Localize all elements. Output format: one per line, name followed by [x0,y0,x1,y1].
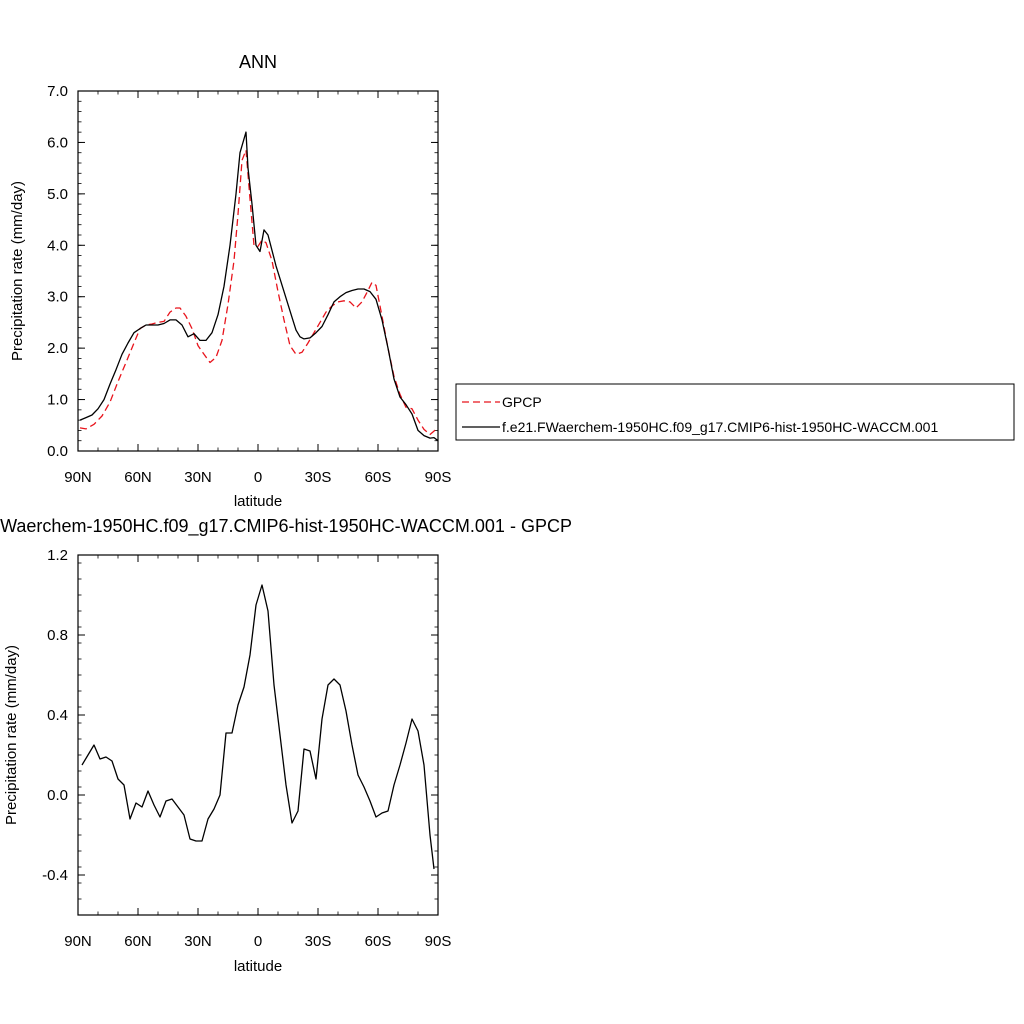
y-tick-label: 6.0 [47,134,68,151]
y-tick-label: 0.0 [47,787,68,804]
chart-panel-2: 90N 60N 30N 0 30S 60S 90S -0.4 0.0 0.4 0.8 1.2 f.e21… [0,516,572,975]
legend: GPCP f.e21.FWaerchem-1950HC.f09_g17.CMIP6… [455,383,1015,441]
y-axis-label: Precipitation rate (mm/day) [3,645,20,825]
x-tick-label: 60S [365,933,392,950]
legend-label-2: f.e21.FWaerchem-1950HC.f09_g17.CMIP6-his… [502,419,938,435]
y-tick-label: 3.0 [47,289,68,306]
x-axis-label: latitude [234,493,282,510]
y-tick-label: 7.0 [47,83,68,100]
x-tick-label: 30S [305,469,332,486]
x-tick-label: 90N [64,469,92,486]
chart-panel-1: 90N 60N 30N 0 30S 60S 90S 0.0 1.0 2.0 3.0 4.0 5.0 6.0… [9,52,451,510]
x-tick-label: 30N [184,469,212,486]
y-tick-label: 1.2 [47,547,68,564]
y-tick-label: 5.0 [47,186,68,203]
y-tick-label: 1.0 [47,392,68,409]
x-tick-label: 0 [254,469,262,486]
x-tick-label: 90N [64,933,92,950]
y-tick-label: -0.4 [42,867,68,884]
x-tick-label: 30N [184,933,212,950]
x-tick-label: 90S [425,469,452,486]
x-tick-label: 90S [425,933,452,950]
x-tick-label: 60S [365,469,392,486]
y-axis-label: Precipitation rate (mm/day) [9,181,26,361]
x-tick-label: 60N [124,933,152,950]
x-tick-label: 60N [124,469,152,486]
series-line-1 [81,584,435,870]
plot-frame [77,554,439,916]
x-axis-label: latitude [234,958,282,975]
y-tick-label: 0.8 [47,627,68,644]
y-tick-label: 0.4 [47,707,68,724]
plot-frame [77,90,439,452]
y-tick-label: 2.0 [47,340,68,357]
series-line-1 [79,149,437,436]
legend-box [455,383,1015,441]
legend-label-1: GPCP [502,394,542,410]
y-tick-label: 4.0 [47,237,68,254]
chart-title: f.e21.FWaerchem-1950HC.f09_g17.CMIP6-his… [0,516,572,537]
chart-title: ANN [239,52,277,72]
x-tick-label: 0 [254,933,262,950]
x-tick-label: 30S [305,933,332,950]
y-tick-label: 0.0 [47,443,68,460]
series-line-2 [79,131,439,442]
